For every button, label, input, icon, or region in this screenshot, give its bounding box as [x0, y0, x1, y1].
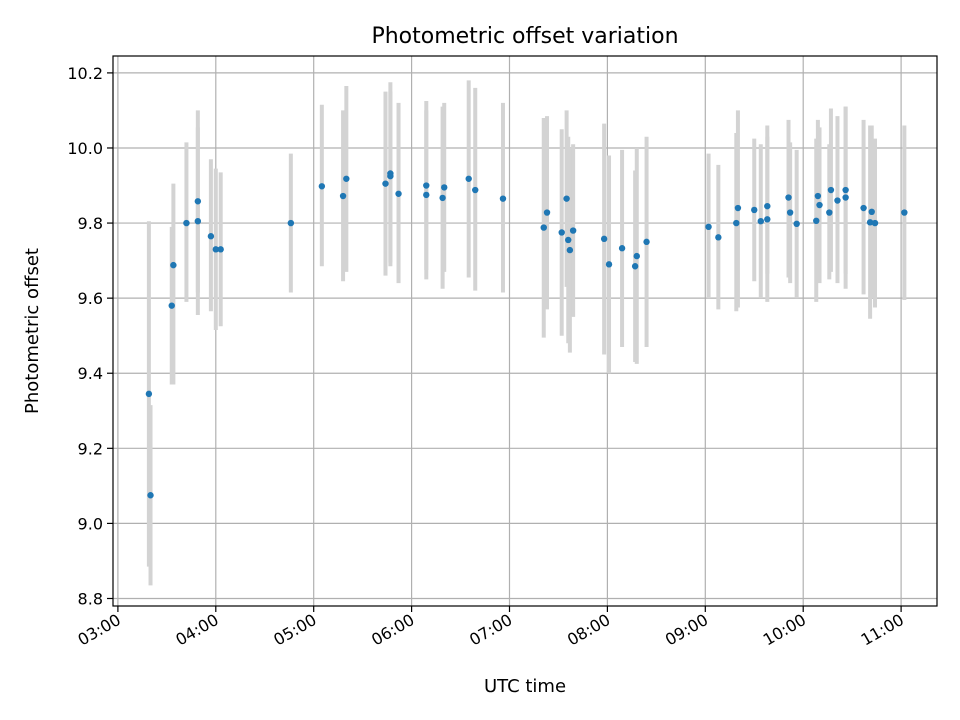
data-point: [826, 209, 833, 216]
y-tick-label: 9.2: [78, 439, 103, 458]
data-point: [757, 217, 764, 225]
data-point: [600, 235, 608, 243]
data-point: [339, 192, 347, 200]
y-tick-label: 9.0: [78, 514, 103, 533]
data-point: [472, 186, 479, 194]
data-point: [343, 175, 350, 182]
data-point: [145, 390, 153, 398]
y-tick-label: 9.8: [78, 214, 103, 233]
data-point: [194, 217, 202, 225]
data-point: [705, 223, 712, 231]
data-point: [382, 180, 389, 187]
data-point: [423, 191, 430, 199]
data-point: [423, 182, 430, 189]
data-point: [168, 302, 175, 309]
data-point: [207, 233, 215, 240]
y-tick-label: 9.6: [78, 289, 103, 308]
data-point: [217, 246, 224, 253]
data-point: [785, 194, 792, 201]
data-point: [764, 216, 771, 223]
data-points: [145, 170, 908, 499]
data-point: [733, 219, 740, 227]
data-point: [441, 184, 448, 191]
y-tick-label: 10.0: [67, 139, 103, 158]
data-point: [643, 238, 650, 246]
data-point: [147, 492, 154, 499]
chart-title: Photometric offset variation: [371, 24, 678, 49]
data-point: [734, 204, 742, 212]
data-point: [842, 186, 849, 194]
data-point: [183, 219, 190, 227]
data-point: [558, 229, 565, 236]
data-point: [439, 194, 446, 202]
data-point: [499, 195, 507, 202]
data-point: [618, 245, 626, 252]
data-point: [764, 202, 771, 210]
data-point: [793, 220, 800, 228]
y-tick-label: 10.2: [67, 64, 103, 83]
data-point: [170, 261, 177, 269]
data-point: [605, 261, 613, 268]
data-point: [751, 206, 758, 214]
data-point: [715, 234, 722, 241]
data-point: [814, 192, 822, 200]
data-point: [816, 201, 823, 209]
data-point: [871, 219, 879, 227]
data-point: [868, 208, 875, 216]
y-tick-label: 9.4: [78, 364, 103, 383]
data-point: [813, 217, 820, 225]
data-point: [786, 209, 794, 216]
data-point: [540, 224, 547, 231]
data-point: [633, 252, 640, 260]
data-point: [543, 209, 551, 216]
data-point: [866, 219, 874, 226]
data-point: [860, 204, 867, 212]
data-point: [901, 209, 908, 216]
data-point: [465, 175, 472, 182]
data-point: [842, 194, 849, 201]
data-point: [566, 246, 574, 254]
data-point: [194, 198, 202, 205]
y-axis-label: Photometric offset: [22, 248, 43, 414]
plot-frame: [112, 55, 938, 607]
data-point: [834, 197, 841, 204]
data-point: [318, 183, 326, 190]
data-point: [212, 246, 219, 253]
data-point: [827, 186, 835, 194]
x-axis-label: UTC time: [484, 676, 566, 697]
data-point: [631, 263, 639, 270]
data-point: [387, 172, 394, 180]
data-point: [395, 190, 402, 197]
data-point: [569, 227, 577, 234]
y-tick-label: 8.8: [78, 589, 103, 608]
data-point: [565, 236, 572, 244]
data-point: [287, 219, 295, 227]
data-point: [563, 195, 570, 202]
